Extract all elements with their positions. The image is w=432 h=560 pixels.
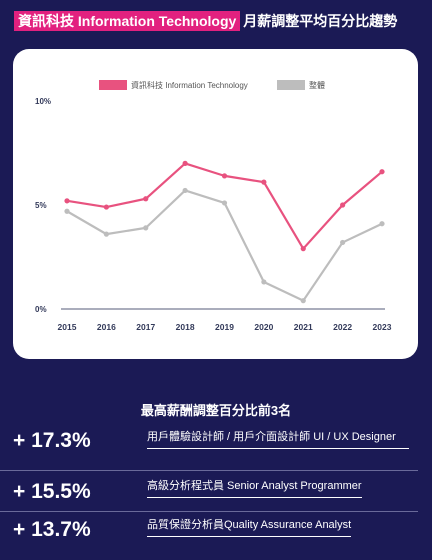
x-tick-label: 2015: [58, 322, 77, 332]
x-tick-label: 2021: [294, 322, 313, 332]
rank-value: + 13.7%: [13, 518, 91, 541]
data-point: [221, 200, 228, 206]
data-point: [182, 187, 188, 194]
y-tick-label: 5%: [35, 201, 47, 210]
title-highlight: 資訊科技 Information Technology: [14, 11, 241, 31]
rank-label: 品質保證分析員Quality Assurance Analyst: [147, 517, 352, 537]
x-tick-label: 2016: [97, 322, 116, 332]
x-tick-label: 2019: [215, 322, 234, 332]
x-tick-label: 2020: [254, 322, 273, 332]
data-point: [261, 179, 267, 185]
data-point: [64, 208, 70, 214]
data-point: [64, 198, 70, 204]
data-point: [103, 204, 109, 210]
rank-label: 用戶體驗設計師 / 用戶介面設計師 UI / UX Designer: [147, 429, 409, 449]
rank-value: + 17.3%: [13, 429, 91, 452]
data-point: [300, 246, 306, 252]
data-point: [143, 196, 149, 202]
data-point: [143, 225, 149, 231]
line-chart: 0% 5% 10% 2015 2016 2017 2018 2019 2020 2021 2022 2…: [35, 80, 392, 332]
legend-swatch: [99, 80, 127, 90]
data-point: [340, 202, 346, 208]
row-divider: [0, 511, 418, 512]
x-tick-label: 2017: [136, 322, 155, 332]
data-point: [103, 231, 109, 237]
y-tick-label: 0%: [35, 305, 47, 314]
x-tick-label: 2018: [176, 322, 195, 332]
row-divider: [0, 470, 418, 471]
data-point: [261, 279, 267, 285]
legend-swatch: [277, 80, 305, 90]
legend-label: 資訊科技 Information Technology: [131, 80, 248, 90]
data-point: [340, 239, 346, 246]
data-point: [379, 169, 385, 175]
data-point: [182, 160, 188, 166]
data-point: [300, 298, 306, 304]
y-tick-label: 10%: [35, 97, 51, 106]
chart-card: 0% 5% 10% 2015 2016 2017 2018 2019 2020 2021 2022 2…: [13, 49, 418, 359]
x-tick-label: 2022: [333, 322, 352, 332]
x-tick-label: 2023: [373, 322, 392, 332]
legend-label: 整體: [309, 80, 325, 90]
data-point: [221, 173, 228, 179]
title-rest: 月薪調整平均百分比趨勢: [243, 13, 398, 29]
series-line: [65, 189, 384, 302]
rank-value: + 15.5%: [13, 480, 91, 503]
top3-heading: 最高薪酬調整百分比前3名: [140, 403, 292, 418]
page-title: 資訊科技 Information Technology 月薪調整平均百分比趨勢: [14, 11, 397, 31]
rank-label: 高級分析程式員 Senior Analyst Programmer: [147, 478, 362, 498]
data-point: [379, 221, 385, 227]
